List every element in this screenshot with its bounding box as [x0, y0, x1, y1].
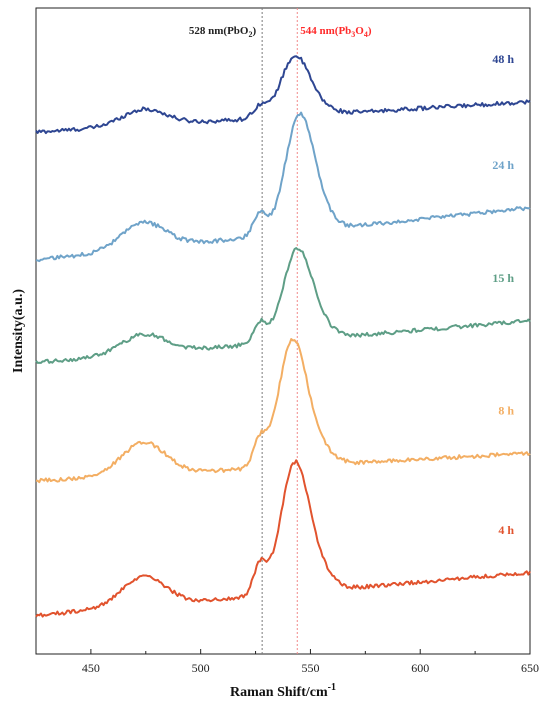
- series-label-4h: 4 h: [498, 523, 514, 537]
- series-line-4h: [35, 459, 531, 618]
- series-label-24h: 24 h: [492, 158, 514, 172]
- series-label-8h: 8 h: [498, 403, 514, 417]
- reference-label-528: 528 nm(PbO2): [189, 25, 257, 39]
- plot-frame: [35, 7, 531, 655]
- reference-label-544: 544 nm(Pb3O4): [300, 25, 372, 39]
- y-axis-title: Intensity(a.u.): [11, 289, 26, 373]
- series-label-48h: 48 h: [492, 52, 514, 66]
- x-tick-label-4: 650: [521, 661, 539, 675]
- series-labels: 48 h 24 h 15 h 8 h 4 h: [492, 52, 514, 537]
- series-label-15h: 15 h: [492, 271, 514, 285]
- reference-lines: 528 nm(PbO2) 544 nm(Pb3O4): [189, 8, 372, 654]
- series-line-48h: [35, 55, 531, 135]
- x-axis-title: Raman Shift/cm-1: [230, 682, 336, 700]
- x-axis-ticks: 450 500 550 600 650: [35, 649, 539, 675]
- series-line-24h: [35, 111, 531, 263]
- x-tick-label-0: 450: [82, 661, 100, 675]
- x-tick-label-1: 500: [192, 661, 210, 675]
- x-tick-label-3: 600: [411, 661, 429, 675]
- x-tick-label-2: 550: [301, 661, 319, 675]
- series-line-8h: [35, 338, 531, 484]
- series-line-15h: [35, 247, 531, 364]
- plot-border: [35, 7, 531, 655]
- series-lines: [35, 55, 531, 618]
